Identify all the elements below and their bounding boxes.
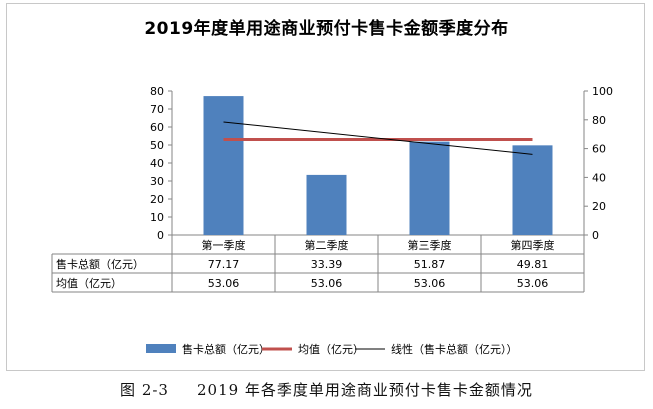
- left-tick-label: 10: [150, 211, 164, 224]
- left-tick-label: 70: [150, 103, 164, 116]
- legend-swatch-bar: [146, 344, 176, 353]
- caption-number: 图 2-3: [120, 381, 169, 399]
- right-tick-label: 100: [592, 85, 613, 98]
- bar-4: [512, 145, 553, 235]
- right-tick-label: 0: [592, 229, 599, 242]
- category-label: 第二季度: [305, 238, 349, 252]
- table-cell: 51.87: [414, 258, 446, 271]
- legend-label-bar: 售卡总额（亿元）: [182, 342, 270, 356]
- table-cell: 53.06: [208, 277, 240, 290]
- bar-1: [203, 96, 244, 236]
- right-tick-label: 80: [592, 114, 606, 127]
- trendline: [223, 121, 533, 155]
- left-tick-label: 30: [150, 175, 164, 188]
- left-tick-label: 50: [150, 139, 164, 152]
- table-row-label: 均值（亿元）: [56, 277, 122, 290]
- table-cell: 33.39: [311, 258, 343, 271]
- left-tick-label: 60: [150, 121, 164, 134]
- left-tick-label: 80: [150, 85, 164, 98]
- right-tick-label: 40: [592, 171, 606, 184]
- category-label: 第一季度: [202, 238, 246, 252]
- table-cell: 53.06: [414, 277, 446, 290]
- left-tick-label: 40: [150, 157, 164, 170]
- table-row-label: 售卡总额（亿元）: [56, 257, 144, 271]
- left-tick-label: 0: [157, 229, 164, 242]
- table-cell: 49.81: [517, 258, 549, 271]
- table-cell: 77.17: [208, 258, 240, 271]
- table-cell: 53.06: [311, 277, 343, 290]
- bar-2: [306, 174, 347, 235]
- right-tick-label: 20: [592, 200, 606, 213]
- legend-label-mean: 均值（亿元）: [298, 343, 364, 356]
- left-tick-label: 20: [150, 193, 164, 206]
- legend-label-trend: 线性（售卡总额（亿元））: [391, 342, 518, 356]
- caption-text: 2019 年各季度单用途商业预付卡售卡金额情况: [196, 381, 533, 399]
- table-cell: 53.06: [517, 277, 549, 290]
- category-label: 第四季度: [511, 238, 555, 252]
- chart-title: 2019年度单用途商业预付卡售卡金额季度分布: [144, 19, 509, 39]
- right-tick-label: 60: [592, 143, 606, 156]
- bar-3: [409, 141, 450, 235]
- figure-caption: 图 2-3 2019 年各季度单用途商业预付卡售卡金额情况: [0, 379, 653, 400]
- category-label: 第三季度: [408, 238, 452, 252]
